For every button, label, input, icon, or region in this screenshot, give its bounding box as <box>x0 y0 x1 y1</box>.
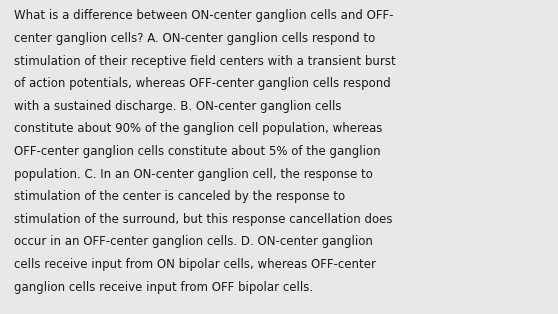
Text: stimulation of the center is canceled by the response to: stimulation of the center is canceled by… <box>14 190 345 203</box>
Text: OFF-center ganglion cells constitute about 5% of the ganglion: OFF-center ganglion cells constitute abo… <box>14 145 381 158</box>
Text: with a sustained discharge. B. ON-center ganglion cells: with a sustained discharge. B. ON-center… <box>14 100 341 113</box>
Text: What is a difference between ON-center ganglion cells and OFF-: What is a difference between ON-center g… <box>14 9 393 22</box>
Text: constitute about 90% of the ganglion cell population, whereas: constitute about 90% of the ganglion cel… <box>14 122 382 135</box>
Text: population. C. In an ON-center ganglion cell, the response to: population. C. In an ON-center ganglion … <box>14 168 373 181</box>
Text: of action potentials, whereas OFF-center ganglion cells respond: of action potentials, whereas OFF-center… <box>14 77 391 90</box>
Text: center ganglion cells? A. ON-center ganglion cells respond to: center ganglion cells? A. ON-center gang… <box>14 32 375 45</box>
Text: cells receive input from ON bipolar cells, whereas OFF-center: cells receive input from ON bipolar cell… <box>14 258 376 271</box>
Text: stimulation of their receptive field centers with a transient burst: stimulation of their receptive field cen… <box>14 55 396 68</box>
Text: occur in an OFF-center ganglion cells. D. ON-center ganglion: occur in an OFF-center ganglion cells. D… <box>14 236 373 248</box>
Text: ganglion cells receive input from OFF bipolar cells.: ganglion cells receive input from OFF bi… <box>14 281 313 294</box>
Text: stimulation of the surround, but this response cancellation does: stimulation of the surround, but this re… <box>14 213 392 226</box>
